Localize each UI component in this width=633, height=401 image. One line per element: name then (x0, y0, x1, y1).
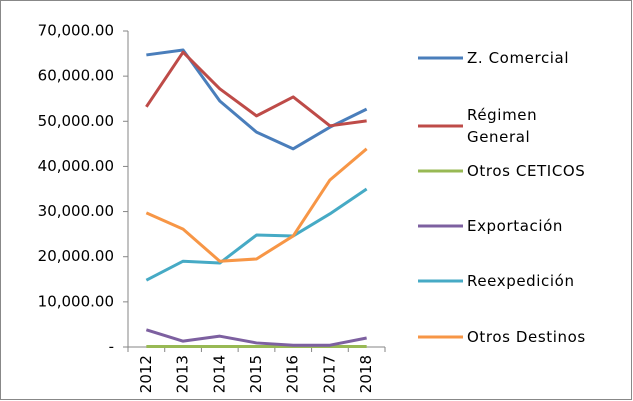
x-tick-label: 2014 (210, 355, 228, 393)
legend-label: Exportación (467, 217, 563, 235)
y-tick-label: 10,000.00 (38, 292, 114, 310)
legend-label: Z. Comercial (467, 49, 570, 67)
x-tick-label: 2016 (284, 355, 302, 393)
x-tick-label: 2015 (247, 355, 265, 393)
x-tick-label: 2018 (357, 355, 375, 393)
legend-label: Otros CETICOS (467, 162, 586, 180)
series-line (145, 328, 367, 347)
legend-label: Reexpedición (467, 272, 575, 290)
y-tick-label: 50,000.00 (38, 112, 114, 130)
x-tick-label: 2012 (137, 355, 155, 393)
y-tick-label: 30,000.00 (38, 202, 114, 220)
x-tick-label: 2017 (320, 355, 338, 393)
series-line (146, 48, 368, 151)
legend-label: Otros Destinos (467, 328, 586, 346)
legend-label: Régimen General (467, 106, 538, 146)
y-tick-label: 70,000.00 (38, 22, 114, 40)
y-tick-label: 20,000.00 (38, 247, 114, 265)
series-line (145, 50, 367, 128)
y-tick-label: 60,000.00 (38, 67, 114, 85)
series-line (145, 147, 368, 263)
series-line (145, 187, 368, 282)
x-tick-label: 2013 (174, 355, 192, 393)
y-tick-label: - (109, 338, 114, 356)
y-tick-label: 40,000.00 (38, 157, 114, 175)
